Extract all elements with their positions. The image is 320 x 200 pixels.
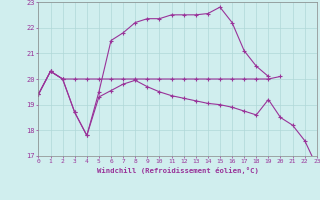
X-axis label: Windchill (Refroidissement éolien,°C): Windchill (Refroidissement éolien,°C) [97,167,259,174]
